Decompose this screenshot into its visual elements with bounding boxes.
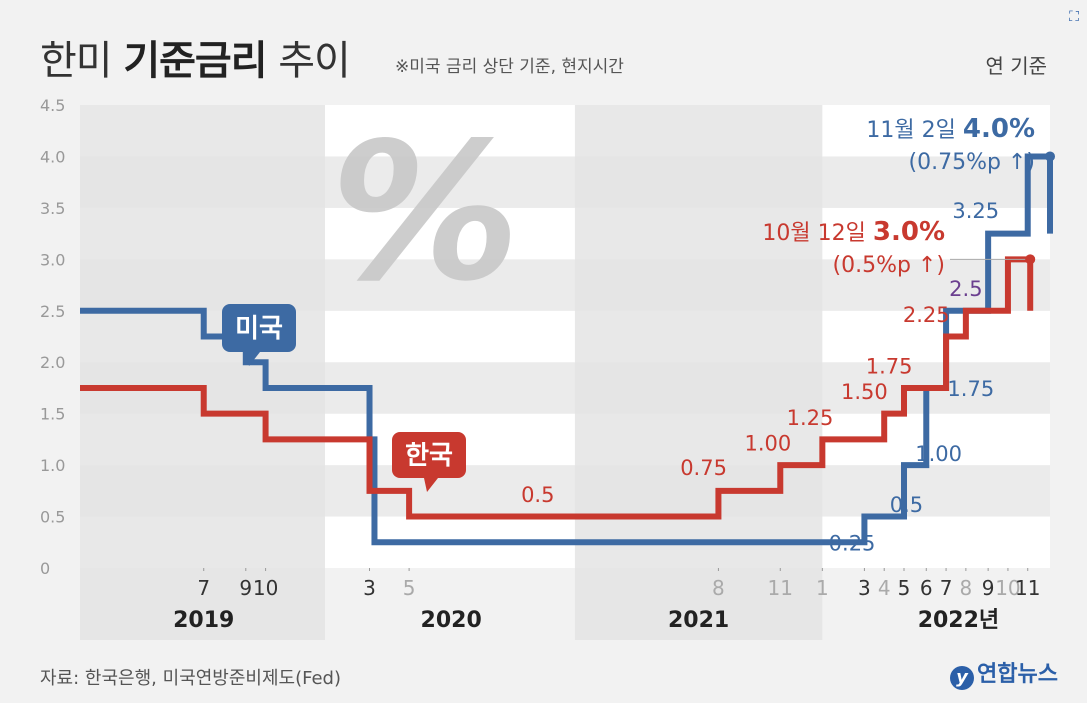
value-label: 2.25: [903, 303, 950, 327]
us-bubble-tail: [246, 352, 260, 366]
y-tick-label: 2.0: [40, 353, 65, 372]
page-title: 한미 기준금리 추이: [40, 28, 351, 86]
y-tick-label: 3.5: [40, 199, 65, 218]
value-label: 2.5: [949, 277, 982, 301]
kr-bubble-box: [392, 432, 466, 478]
month-tick-label: 10: [253, 576, 278, 600]
month-tick-label: 10: [995, 576, 1020, 600]
logo-icon: y: [950, 666, 974, 690]
us-rate-line: [80, 153, 1050, 546]
year-label: 2020: [421, 608, 482, 633]
year-label: 2021: [668, 608, 729, 633]
value-label: 1.75: [947, 377, 994, 401]
expand-icon[interactable]: ⛶: [1069, 9, 1079, 25]
chart-note: ※미국 금리 상단 기준, 현지시간: [395, 57, 624, 77]
y-tick-label: 0: [40, 559, 50, 578]
us-final-change: (0.75%p ↑): [909, 150, 1035, 175]
unit-basis: 연 기준: [985, 54, 1047, 78]
year-label: 2022년: [918, 608, 999, 633]
month-tick-label: 5: [898, 576, 911, 600]
title-tail: 추이: [278, 38, 351, 84]
month-tick-label: 7: [940, 576, 953, 600]
title-light: 한미: [40, 38, 113, 84]
month-tick-label: 9: [239, 576, 252, 600]
year-band: [80, 105, 325, 640]
value-label: 1.50: [841, 380, 888, 404]
value-label: 0.75: [680, 456, 727, 480]
source-note: 자료: 한국은행, 미국연방준비제도(Fed): [40, 668, 341, 689]
logo-text: 연합뉴스: [977, 662, 1058, 687]
value-label: 1.00: [915, 442, 962, 466]
value-label: 0.25: [829, 531, 876, 555]
value-label: 0.5: [521, 483, 554, 507]
y-tick-label: 1.5: [40, 405, 65, 424]
y-tick-label: 0.5: [40, 508, 65, 527]
year-label: 2019: [173, 608, 234, 633]
y-tick-label: 4.5: [40, 96, 65, 115]
y-tick-label: 4.0: [40, 147, 65, 166]
month-tick-label: 8: [712, 576, 725, 600]
month-tick-label: 3: [858, 576, 871, 600]
month-tick-label: 11: [768, 576, 793, 600]
kr-bubble-tail: [424, 478, 438, 492]
us-bubble-label: 미국: [235, 314, 283, 344]
kr-final-annotation: 10월 12일 3.0%: [762, 217, 945, 247]
kr-bubble-label: 한국: [405, 441, 453, 471]
us-end-marker: [1045, 151, 1055, 162]
value-label: 0.5: [890, 493, 923, 517]
value-label: 1.25: [787, 406, 834, 430]
y-tick-label: 1.0: [40, 456, 65, 475]
value-label: 3.25: [952, 199, 999, 223]
year-band: [574, 105, 823, 640]
value-label: 1.75: [866, 354, 913, 378]
month-tick-label: 3: [363, 576, 376, 600]
y-tick-label: 3.0: [40, 250, 65, 269]
month-tick-label: 5: [403, 576, 416, 600]
y-tick-label: 2.5: [40, 302, 65, 321]
value-label: 1.00: [745, 431, 792, 455]
month-tick-label: 11: [1015, 576, 1040, 600]
percent-decoration: %: [330, 102, 520, 323]
month-tick-label: 9: [982, 576, 995, 600]
month-tick-label: 6: [920, 576, 933, 600]
publisher-logo: y 연합뉴스: [950, 656, 1058, 690]
month-tick-label: 1: [816, 576, 829, 600]
kr-final-change: (0.5%p ↑): [833, 253, 945, 278]
month-tick-label: 4: [878, 576, 891, 600]
kr-rate-line: [80, 256, 1031, 520]
us-bubble-box: [222, 304, 296, 352]
month-tick-label: 7: [197, 576, 210, 600]
title-bold: 기준금리: [123, 38, 267, 84]
us-final-annotation: 11월 2일 4.0%: [866, 114, 1035, 144]
kr-end-marker: [1025, 254, 1036, 265]
month-tick-label: 8: [960, 576, 973, 600]
